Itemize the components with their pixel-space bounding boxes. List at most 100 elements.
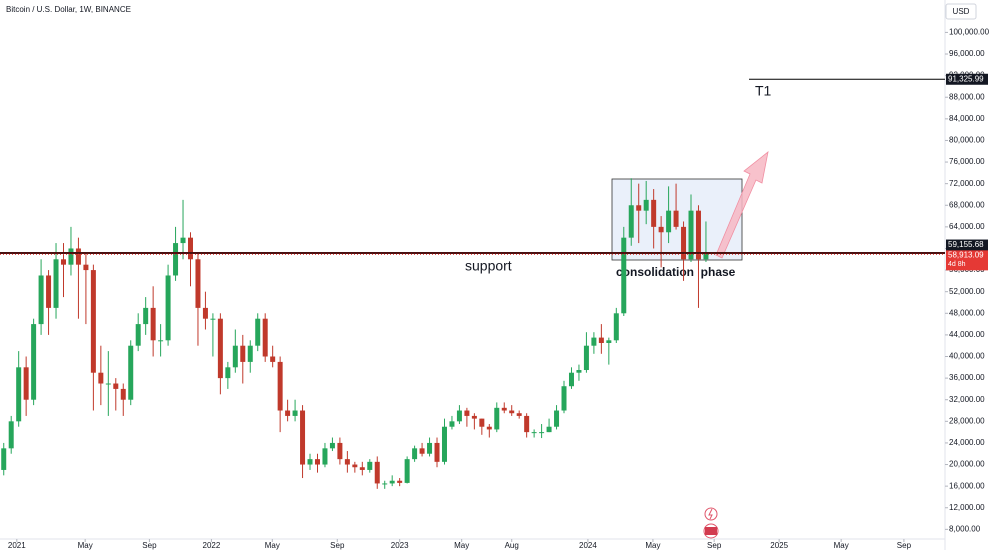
candle-body [486, 426, 492, 430]
candle-body [516, 413, 522, 416]
candle-body [210, 318, 216, 320]
candle-body [591, 337, 597, 346]
candle-body [195, 259, 201, 308]
candle-body [285, 410, 291, 416]
candle-body [606, 340, 612, 344]
candle-body [143, 307, 149, 325]
candle-body [449, 421, 455, 427]
y-tick-label: 100,000.00 [949, 28, 989, 37]
candle-body [120, 388, 126, 400]
candle-body [329, 442, 335, 449]
target-price-label-box [946, 73, 988, 85]
target-price-label: 91,325.99 [948, 74, 984, 83]
candle-body [135, 324, 141, 346]
candle-body [509, 410, 515, 414]
candle-body [68, 248, 74, 265]
candle-body [150, 307, 156, 341]
x-tick-label: 2024 [579, 541, 597, 550]
candle-body [1, 448, 7, 470]
candle-body [322, 448, 328, 465]
candle-body [359, 467, 365, 470]
candle-body [277, 361, 283, 411]
candle-body [576, 370, 582, 373]
candle-body [8, 421, 14, 449]
support-label: support [465, 258, 512, 274]
event-icon[interactable] [704, 507, 718, 521]
y-tick-label: 64,000.00 [949, 222, 985, 231]
candle-body [583, 345, 589, 371]
candle-body [180, 237, 186, 244]
candle-body [397, 480, 403, 483]
chart-title: Bitcoin / U.S. Dollar, 1W, BINANCE [6, 5, 131, 14]
candle-body [464, 410, 470, 416]
candle-body [232, 345, 238, 368]
target-label: T1 [755, 83, 772, 99]
candle-body [695, 210, 701, 260]
y-tick-label: 76,000.00 [949, 157, 985, 166]
candle-body [598, 337, 604, 344]
candle-body [202, 307, 208, 319]
candle-body [382, 483, 388, 485]
candle-body [344, 459, 350, 465]
candle-body [651, 199, 657, 227]
candle-body [389, 480, 395, 484]
candle-body [568, 372, 574, 387]
candle-body [613, 313, 619, 341]
candle-body [158, 340, 164, 342]
candle-body [60, 259, 66, 265]
x-tick-label: 2025 [770, 541, 788, 550]
candle-body [427, 442, 433, 454]
candle-body [217, 318, 223, 379]
last-price-label: 58,913.09 [948, 250, 984, 259]
candle-body [31, 324, 37, 400]
x-tick-label: Aug [505, 541, 519, 550]
candle-body [456, 410, 462, 422]
y-tick-label: 24,000.00 [949, 438, 985, 447]
candle-body [658, 226, 664, 233]
candle-body [404, 459, 410, 483]
candle-body [53, 259, 59, 308]
x-tick-label: Sep [330, 541, 345, 550]
candle-body [90, 270, 96, 373]
candle-body [83, 264, 89, 271]
candle-body [673, 210, 679, 227]
countdown-label: 4d 8h [948, 261, 966, 268]
y-tick-label: 68,000.00 [949, 200, 985, 209]
candle-body [703, 253, 709, 260]
support-price-label-box [946, 239, 988, 251]
y-tick-label: 72,000.00 [949, 179, 985, 188]
x-tick-label: May [645, 541, 660, 550]
candle-body [105, 383, 111, 385]
y-tick-label: 84,000.00 [949, 114, 985, 123]
candle-body [501, 407, 507, 411]
y-tick-label: 32,000.00 [949, 395, 985, 404]
x-tick-label: Sep [897, 541, 912, 550]
candle-body [307, 459, 313, 465]
candle-body [524, 415, 530, 433]
event-icon-bolt [708, 508, 713, 520]
candle-body [621, 237, 627, 314]
candle-body [187, 237, 193, 260]
candle-body [337, 442, 343, 460]
flag-icon-fill [705, 527, 717, 535]
currency[interactable]: USD [953, 7, 970, 16]
candle-body [434, 442, 440, 462]
candle-body [300, 410, 306, 465]
candle-body [539, 432, 545, 434]
candle-body [262, 318, 268, 357]
candle-body [412, 448, 418, 460]
candle-body [16, 367, 22, 422]
currency-button[interactable] [945, 3, 977, 20]
y-tick-label: 12,000.00 [949, 503, 985, 512]
candle-body [247, 345, 253, 362]
x-tick-label: 2022 [203, 541, 221, 550]
candle-body [165, 275, 171, 341]
y-tick-label: 80,000.00 [949, 136, 985, 145]
x-tick-label: Sep [707, 541, 722, 550]
candle-body [367, 461, 373, 470]
y-tick-label: 48,000.00 [949, 308, 985, 317]
candle-body [128, 345, 134, 400]
zone-label: consolidation phase [616, 265, 736, 279]
candle-body [255, 318, 261, 346]
